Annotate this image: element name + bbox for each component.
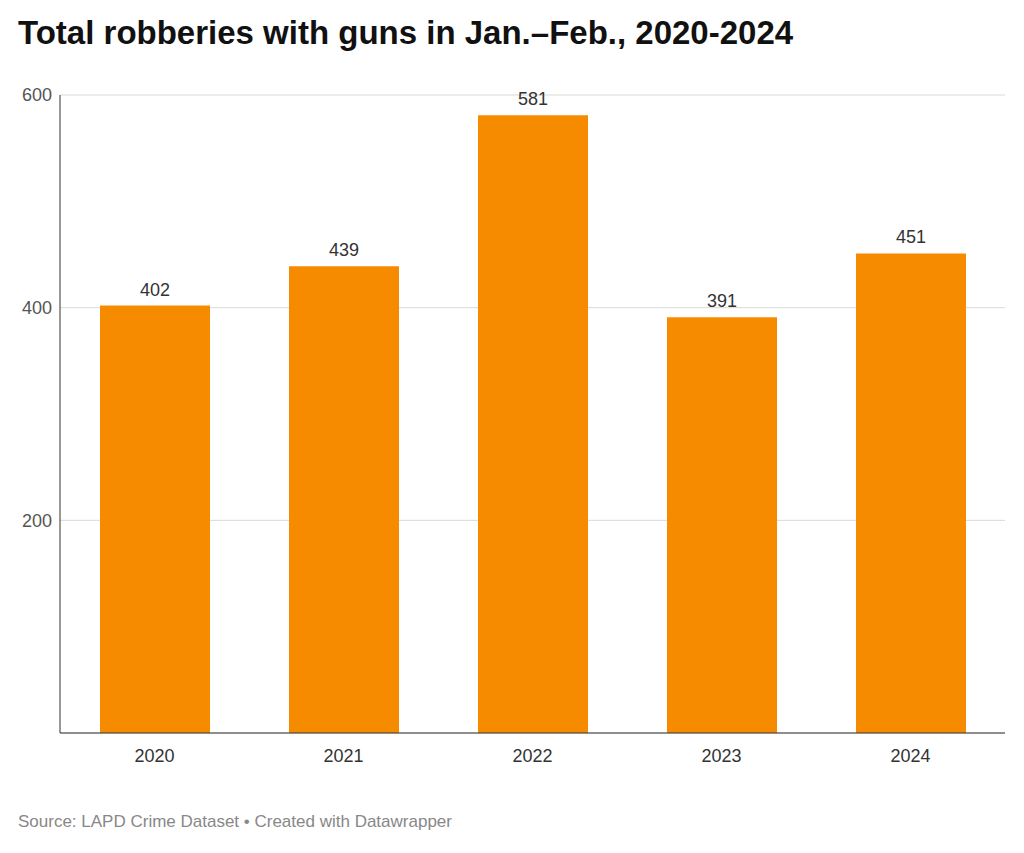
svg-text:581: 581: [518, 89, 548, 109]
svg-text:391: 391: [707, 291, 737, 311]
svg-text:2023: 2023: [701, 746, 741, 766]
svg-text:2022: 2022: [512, 746, 552, 766]
svg-text:600: 600: [22, 85, 52, 105]
svg-text:400: 400: [22, 298, 52, 318]
svg-text:2021: 2021: [323, 746, 363, 766]
svg-text:439: 439: [329, 240, 359, 260]
html-text:Total robberies with guns in J: Total robberies with guns in Jan.–Feb., …: [18, 14, 794, 51]
html-text:Source: LAPD Crime Dataset • C: Source: LAPD Crime Dataset • Created wit…: [18, 812, 452, 831]
svg-text:451: 451: [896, 227, 926, 247]
svg-text:2020: 2020: [134, 746, 174, 766]
svg-text:402: 402: [140, 280, 170, 300]
svg-text:200: 200: [22, 511, 52, 531]
svg-text:2024: 2024: [890, 746, 930, 766]
